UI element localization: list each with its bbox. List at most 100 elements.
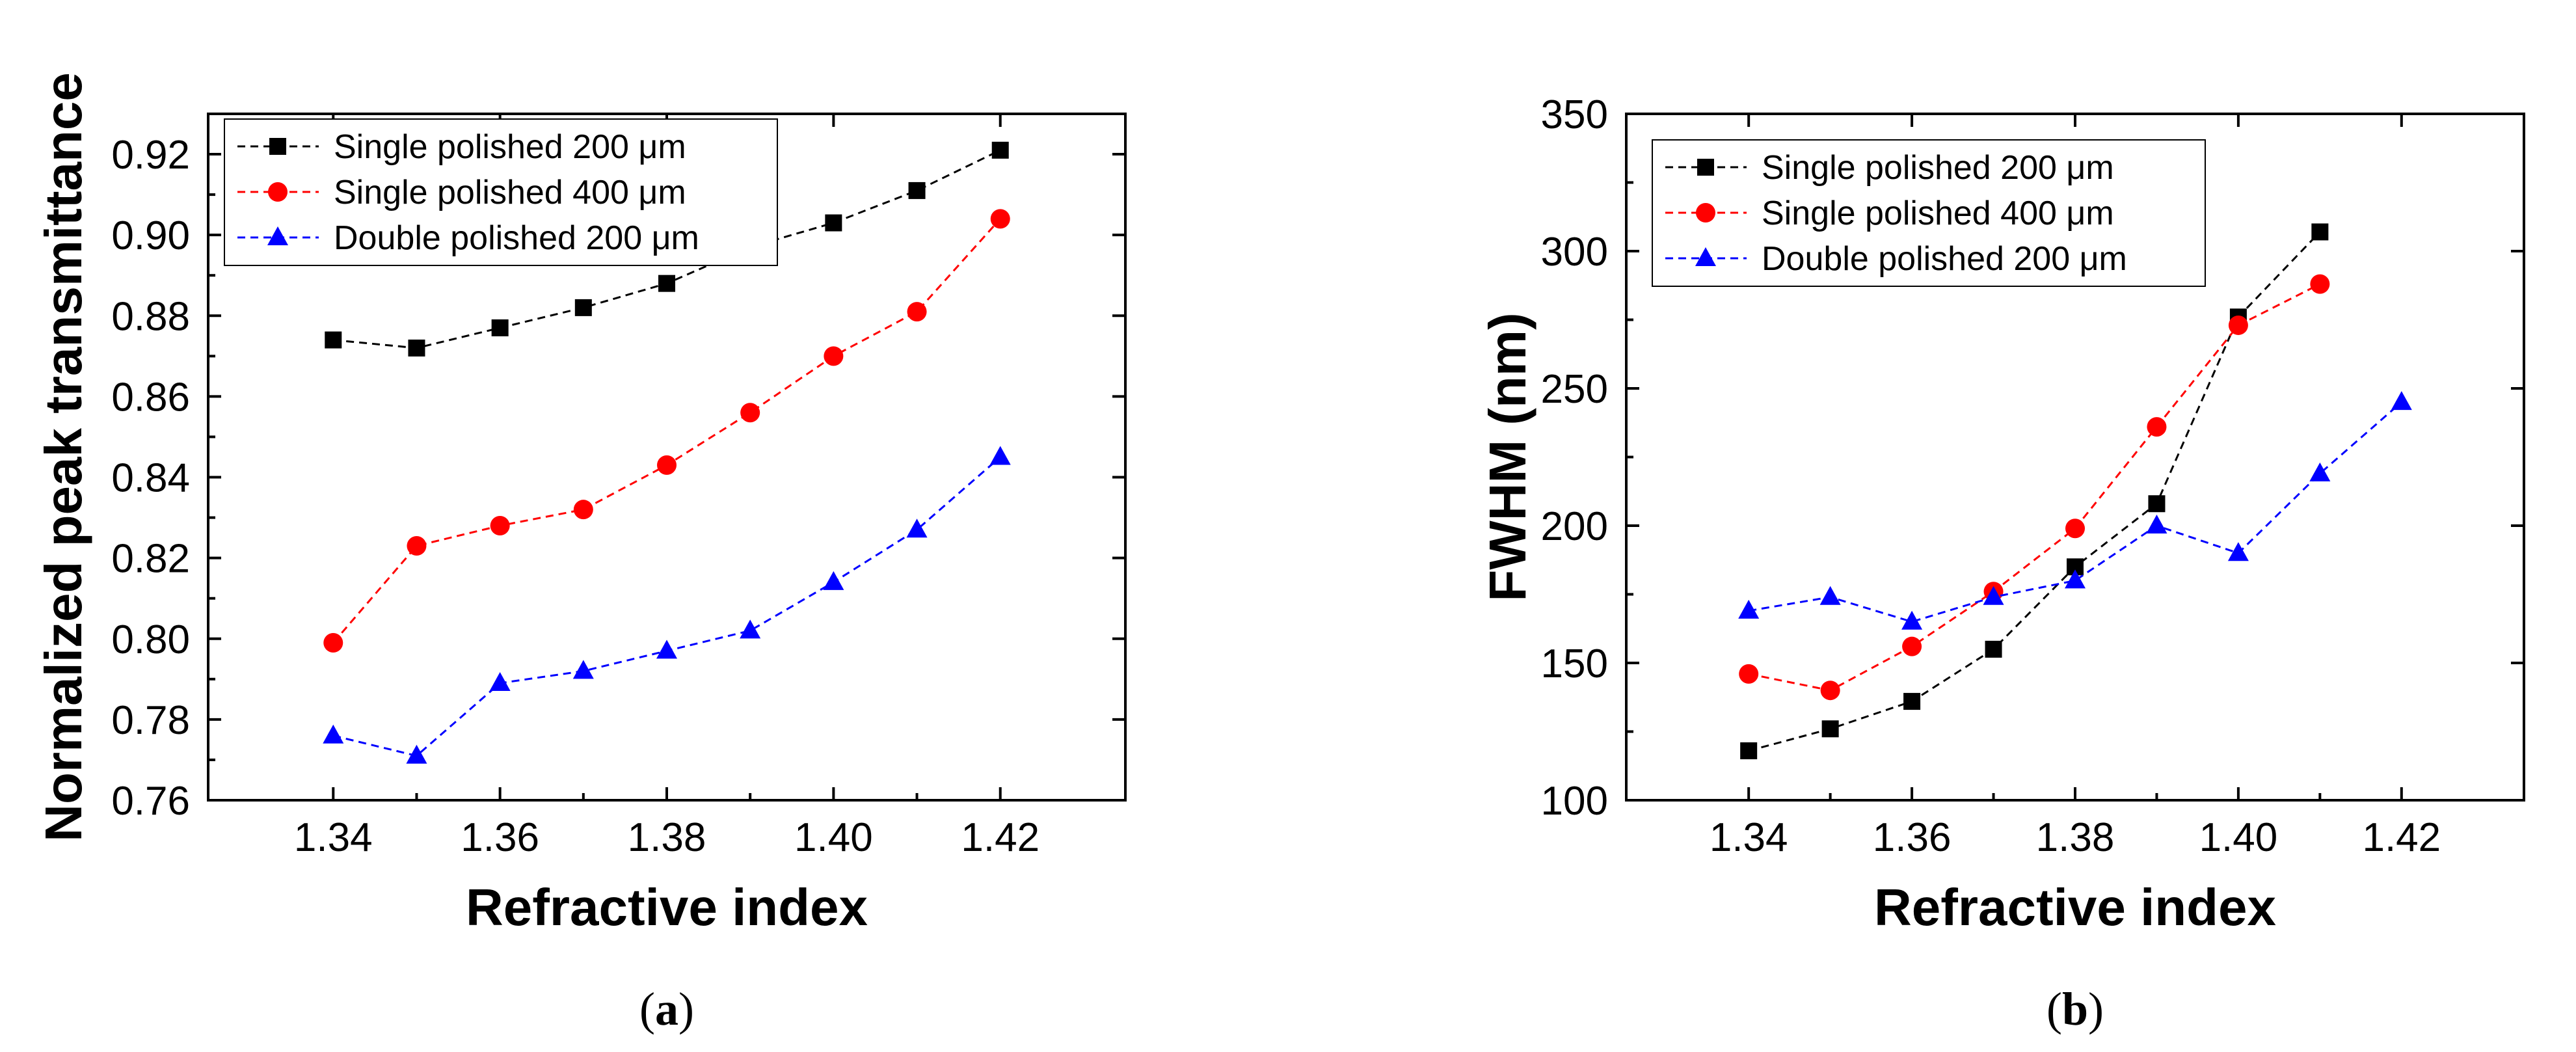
chart-panel-a: 1.34 1.36 1.38 1.40 1.42 0.76 0.78 0.80 0.82 0.84… — [34, 72, 1127, 1035]
y-tick-label: 0.88 — [111, 294, 190, 339]
data-point — [2310, 274, 2330, 294]
data-point — [1821, 720, 1839, 738]
data-point — [323, 724, 344, 744]
chart-panel-b: 1.34 1.36 1.38 1.40 1.42 100 150 200 250 300 350 Re… — [1479, 92, 2525, 1035]
data-point — [658, 275, 675, 292]
data-point — [823, 571, 844, 590]
legend-marker — [267, 226, 288, 245]
data-point — [989, 446, 1011, 465]
y-tick-label: 350 — [1541, 92, 1608, 137]
legend-label: Double polished 200 μm — [334, 219, 699, 257]
data-point — [2228, 315, 2248, 335]
series-line — [1748, 231, 2321, 752]
legend-label: Double polished 200 μm — [1762, 240, 2127, 278]
y-axis-title: FWHM (nm) — [1479, 312, 1536, 601]
y-tick-label: 200 — [1541, 504, 1608, 549]
x-tick-label: 1.40 — [2199, 815, 2278, 860]
series-2 — [1739, 274, 2330, 701]
data-point — [2065, 569, 2086, 589]
data-point — [573, 500, 593, 520]
series-2 — [323, 209, 1010, 653]
data-point — [407, 536, 427, 556]
legend-marker — [1697, 159, 1714, 176]
x-axis-title: Refractive index — [1874, 878, 2276, 936]
data-point — [2391, 391, 2412, 411]
data-point — [572, 660, 594, 679]
data-point — [1740, 742, 1758, 760]
data-point — [1983, 586, 2004, 605]
y-tick-label: 0.82 — [111, 537, 190, 582]
y-tick-label: 250 — [1541, 367, 1608, 412]
series-3 — [1738, 391, 2412, 630]
y-tick-label: 0.76 — [111, 779, 190, 824]
series-1 — [325, 141, 1009, 357]
y-tick-label: 0.92 — [111, 133, 190, 178]
y-tick-label: 300 — [1541, 230, 1608, 275]
data-point — [908, 182, 926, 199]
legend-label: Single polished 400 μm — [1762, 195, 2114, 232]
data-point — [825, 214, 842, 232]
data-point — [406, 744, 427, 764]
y-tick-label: 0.84 — [111, 456, 190, 501]
y-tick-label: 0.90 — [111, 213, 190, 258]
data-point — [2311, 223, 2329, 241]
y-tick-label: 0.86 — [111, 375, 190, 420]
panel-caption: (b) — [2046, 983, 2104, 1035]
data-point — [1738, 599, 1760, 619]
x-axis-title: Refractive index — [466, 878, 868, 936]
x-tick-label: 1.34 — [1710, 815, 1788, 860]
data-point — [2146, 515, 2167, 533]
data-point — [1901, 610, 1923, 630]
data-point — [906, 519, 928, 538]
data-point — [1903, 693, 1921, 710]
x-tick-label: 1.36 — [1873, 815, 1952, 860]
data-point — [2147, 417, 2167, 437]
legend-label: Single polished 200 μm — [1762, 149, 2114, 187]
data-point — [907, 302, 927, 322]
data-point — [2309, 462, 2331, 481]
data-point — [491, 319, 509, 336]
legend-label: Single polished 400 μm — [334, 174, 686, 211]
data-point — [489, 672, 511, 692]
data-point — [2227, 542, 2249, 561]
data-point — [2148, 495, 2166, 513]
y-tick-label: 0.80 — [111, 617, 190, 662]
x-tick-label: 1.38 — [628, 815, 706, 860]
data-point — [1985, 640, 2002, 658]
series-line — [1748, 401, 2402, 623]
x-tick-label: 1.42 — [961, 815, 1040, 860]
series-3 — [323, 446, 1011, 764]
data-point — [1902, 636, 1922, 656]
x-tick-label: 1.40 — [794, 815, 873, 860]
y-tick-label: 100 — [1541, 779, 1608, 824]
data-point — [990, 209, 1010, 229]
data-point — [656, 640, 677, 659]
series-line — [1748, 283, 2321, 692]
data-point — [1820, 681, 1840, 701]
y-tick-label: 0.78 — [111, 698, 190, 743]
legend-marker — [268, 182, 288, 202]
x-tick-label: 1.34 — [294, 815, 373, 860]
data-point — [490, 516, 510, 535]
data-point — [323, 632, 343, 653]
legend: Single polished 200 μm Single polished 40… — [224, 118, 778, 266]
legend: Single polished 200 μm Single polished 40… — [1652, 139, 2206, 287]
legend-marker — [1696, 203, 1715, 223]
x-tick-label: 1.38 — [2036, 815, 2115, 860]
data-point — [1739, 664, 1759, 684]
legend-label: Single polished 200 μm — [334, 128, 686, 166]
y-axis-title: Normalized peak transmittance — [34, 72, 92, 842]
panel-caption: (a) — [639, 983, 694, 1035]
data-point — [408, 339, 425, 357]
series-1 — [1740, 223, 2329, 760]
y-tick-label: 150 — [1541, 641, 1608, 686]
data-point — [740, 403, 760, 423]
legend-marker — [1695, 247, 1716, 266]
data-point — [1819, 586, 1841, 605]
data-point — [991, 141, 1009, 159]
data-point — [2065, 519, 2085, 539]
data-point — [740, 619, 761, 639]
data-point — [574, 299, 592, 316]
data-point — [325, 331, 342, 349]
